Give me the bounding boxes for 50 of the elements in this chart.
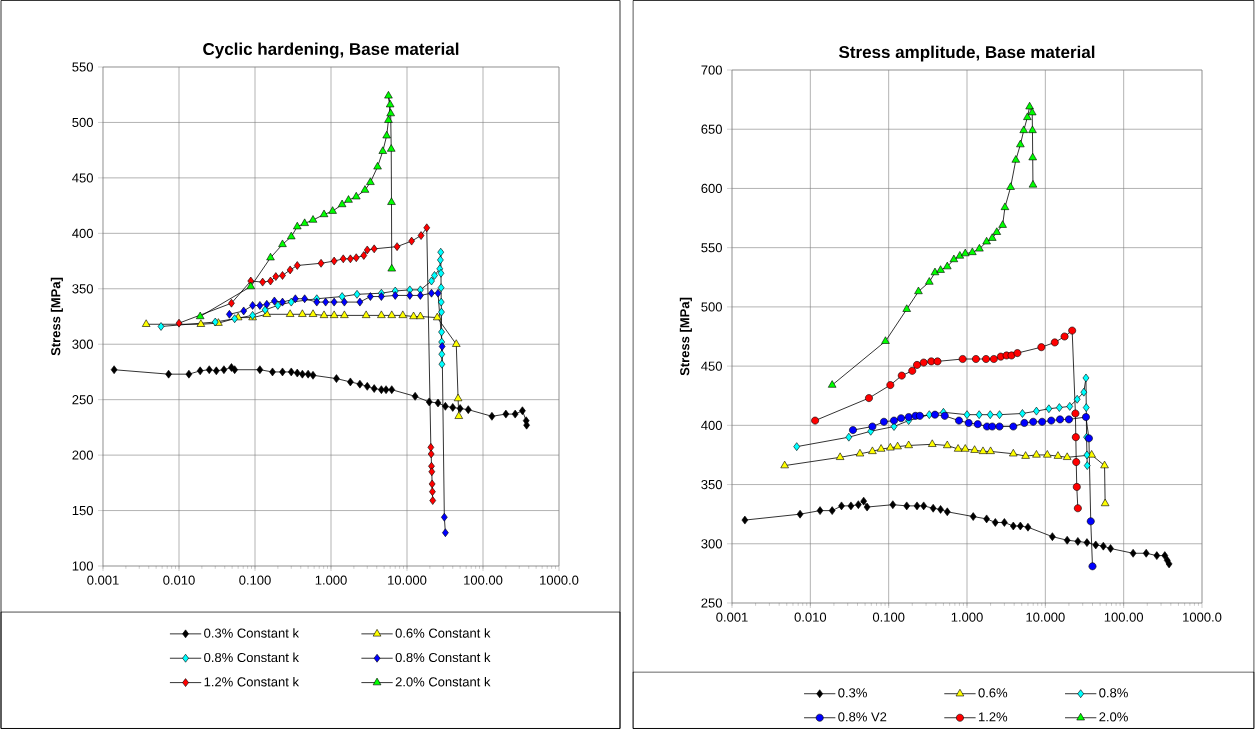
x-tick-label: 0.100 [239,575,271,585]
legend-label: 0.8% Constant k [204,652,300,663]
legend-label: 2.0% [1099,712,1128,722]
x-tick-label: 10.000 [388,575,427,585]
legend-label: 0.3% Constant k [204,628,300,638]
x-tick-label: 10.000 [1026,612,1065,622]
legend-label: 2.0% Constant k [395,676,491,687]
x-tick-label: 0.001 [716,612,748,622]
y-axis-title: Stress [MPa] [50,277,63,356]
x-tick-label: 100.00 [1104,612,1144,622]
chart-title: Cyclic hardening, Base material [203,42,459,59]
y-axis-title: Stress [MPa] [679,297,692,376]
y-tick-label: 650 [701,124,722,134]
legend-label: 0.6% [978,688,1008,698]
y-tick-label: 100 [72,561,93,571]
y-tick-label: 400 [701,420,722,430]
y-tick-label: 500 [701,302,722,312]
x-tick-label: 1000.0 [1183,612,1222,622]
legend-label: 0.6% Constant k [395,628,491,638]
y-tick-label: 550 [72,62,93,72]
y-tick-label: 250 [701,598,722,608]
x-tick-label: 1000.0 [540,575,579,585]
x-tick-label: 0.100 [872,612,905,622]
x-tick-label: 0.010 [794,612,827,622]
y-tick-label: 350 [72,284,93,294]
x-tick-label: 0.001 [87,575,119,585]
y-tick-label: 350 [701,479,722,490]
x-tick-label: 1.000 [951,612,983,622]
y-tick-label: 450 [72,173,93,183]
x-tick-label: 1.000 [315,575,347,585]
y-tick-label: 450 [701,361,722,371]
x-tick-label: 0.010 [163,575,195,585]
y-tick-label: 300 [72,339,93,349]
y-tick-label: 250 [72,395,93,405]
legend-label: 1.2% Constant k [204,676,300,687]
legend-label: 0.3% [838,688,867,698]
x-tick-label: 100.00 [464,575,503,585]
y-tick-label: 600 [701,183,722,194]
y-tick-label: 400 [72,228,93,238]
y-tick-label: 700 [701,65,722,75]
y-tick-label: 200 [72,450,93,460]
chart-title: Stress amplitude, Base material [838,45,1095,62]
legend-label: 0.8% Constant k [395,652,491,663]
legend-label: 0.8% [1099,688,1128,698]
y-tick-label: 550 [701,243,722,253]
y-tick-label: 300 [701,539,722,549]
y-tick-label: 500 [72,117,93,128]
y-tick-label: 150 [72,505,93,516]
legend-label: 0.8% V2 [838,712,887,722]
legend-label: 1.2% [978,712,1008,722]
